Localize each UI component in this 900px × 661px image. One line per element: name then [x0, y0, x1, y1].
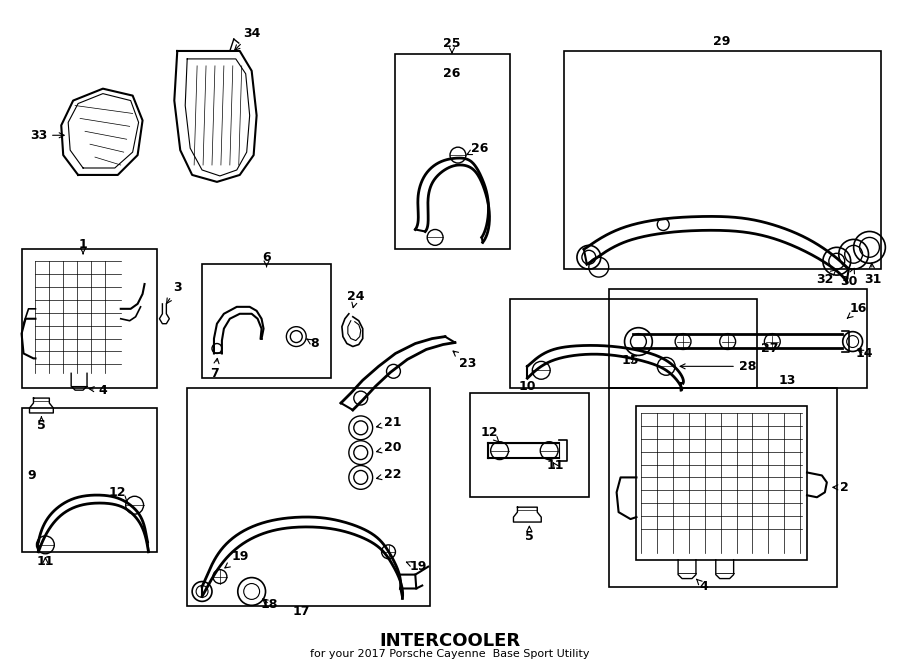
Text: 12: 12	[481, 426, 500, 442]
Text: for your 2017 Porsche Cayenne  Base Sport Utility: for your 2017 Porsche Cayenne Base Sport…	[310, 649, 590, 659]
Text: 11: 11	[546, 459, 564, 472]
Text: 1: 1	[78, 238, 87, 254]
Bar	[608, 289, 867, 388]
Text: INTERCOOLER: INTERCOOLER	[380, 632, 520, 650]
Text: 28: 28	[680, 360, 756, 373]
Text: 20: 20	[376, 441, 401, 454]
Text: 5: 5	[37, 416, 46, 432]
Text: 34: 34	[235, 26, 260, 50]
Text: 23: 23	[453, 351, 476, 370]
Bar	[202, 264, 331, 378]
Text: 24: 24	[347, 290, 365, 307]
Text: 16: 16	[847, 302, 868, 318]
Text: 18: 18	[261, 598, 278, 611]
Text: 32: 32	[816, 270, 836, 286]
Bar	[395, 54, 509, 249]
Text: 7: 7	[211, 358, 220, 380]
Text: 29: 29	[713, 34, 731, 48]
Bar	[470, 393, 589, 497]
Text: 15: 15	[622, 354, 639, 367]
Text: 14: 14	[856, 347, 873, 360]
Text: 9: 9	[27, 469, 36, 482]
Text: 6: 6	[262, 251, 271, 266]
Text: 13: 13	[778, 373, 796, 387]
Text: 17: 17	[292, 605, 310, 618]
Text: 19: 19	[225, 550, 248, 568]
Text: 10: 10	[518, 379, 536, 393]
Text: 33: 33	[30, 129, 64, 141]
Text: 30: 30	[840, 268, 858, 288]
Text: 22: 22	[376, 468, 401, 481]
Text: 12: 12	[109, 486, 127, 502]
Bar	[187, 388, 430, 606]
Text: 26: 26	[467, 141, 489, 155]
Bar	[564, 51, 881, 269]
Bar	[608, 388, 837, 586]
Text: 4: 4	[89, 383, 107, 397]
Text: 21: 21	[376, 416, 401, 430]
Text: 31: 31	[864, 263, 881, 286]
Text: 11: 11	[37, 555, 54, 568]
Text: 5: 5	[525, 526, 534, 543]
Bar	[22, 408, 158, 552]
Text: 27: 27	[760, 342, 778, 355]
Text: 19: 19	[407, 560, 427, 573]
Text: 8: 8	[307, 337, 319, 350]
Text: 26: 26	[444, 67, 461, 80]
Bar	[22, 249, 158, 388]
Text: 3: 3	[166, 280, 182, 303]
Text: 4: 4	[697, 579, 708, 593]
Text: 2: 2	[832, 481, 849, 494]
Text: 25: 25	[443, 36, 461, 53]
Bar	[509, 299, 758, 388]
Bar	[636, 406, 807, 560]
